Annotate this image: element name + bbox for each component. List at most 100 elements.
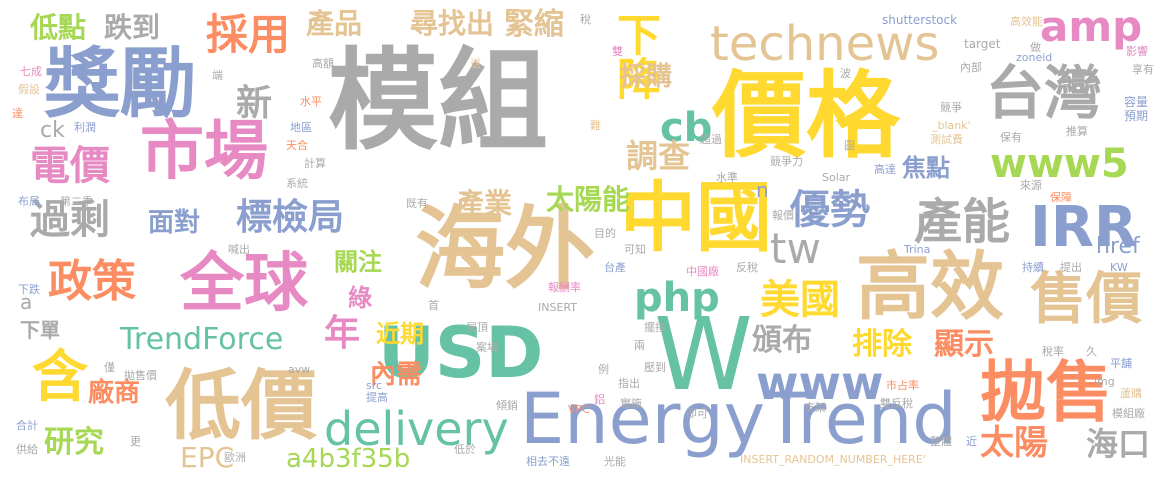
word: 獎勵 xyxy=(44,39,196,128)
word: 研究 xyxy=(44,425,104,460)
word: 焦點 xyxy=(902,154,950,182)
word: 拋售價 xyxy=(124,369,157,382)
word: 波 xyxy=(840,67,851,80)
word: _blank' xyxy=(932,119,971,132)
word: 緊縮 xyxy=(504,7,564,42)
word: 廠商 xyxy=(88,378,141,408)
word: 下單 xyxy=(20,318,60,342)
word: 全球 xyxy=(180,247,308,321)
word: Trina xyxy=(904,243,931,256)
word: EnergyTrend xyxy=(520,378,957,460)
word: 海外 xyxy=(415,197,595,302)
word: 稅率 xyxy=(1042,345,1064,358)
word: 容量 xyxy=(1124,95,1149,109)
word: 相去不遠 xyxy=(526,455,570,468)
word: 推算 xyxy=(1066,125,1088,138)
word: a4b3f35b xyxy=(286,444,411,474)
word: img xyxy=(1094,375,1115,388)
word: a xyxy=(20,290,33,314)
word: 整體 xyxy=(930,435,952,448)
word: 內部 xyxy=(960,61,982,74)
word: 屋頂 xyxy=(466,321,488,334)
word: 持續 xyxy=(1022,261,1044,274)
word: 水準 xyxy=(716,171,738,184)
word: technews xyxy=(710,16,940,72)
word: 標檢局 xyxy=(236,197,345,238)
word: 光能 xyxy=(604,455,626,468)
word: 即可 xyxy=(686,407,708,420)
word: 傾銷 xyxy=(496,399,518,412)
word: 競爭力 xyxy=(770,155,803,168)
word: 高效 xyxy=(856,244,1004,330)
word: 產能 xyxy=(914,194,1011,250)
word: 影響 xyxy=(1126,45,1148,58)
word: 稅 xyxy=(580,13,591,26)
word: 壓到 xyxy=(644,361,666,374)
word: 支架 xyxy=(804,401,826,414)
word: 歐洲 xyxy=(224,451,246,464)
word: n xyxy=(756,178,769,202)
word: 報價 xyxy=(772,209,794,222)
word: 報酬率 xyxy=(548,281,581,294)
word: KW xyxy=(1110,261,1128,274)
word: 綠 xyxy=(348,284,372,312)
word: 保有 xyxy=(1000,131,1022,144)
word: 案場 xyxy=(476,341,498,354)
word: amp xyxy=(1040,2,1143,51)
word: 調查 xyxy=(626,137,691,175)
word: W xyxy=(654,296,753,413)
word: 預期 xyxy=(1124,109,1149,123)
word: 市場 xyxy=(140,115,268,189)
word: EPC xyxy=(180,441,235,474)
word: php xyxy=(634,275,720,321)
word: 圖 xyxy=(844,139,855,152)
word: 面對 xyxy=(148,208,201,238)
word: 採購 xyxy=(620,62,673,92)
word: 市占率 xyxy=(886,379,919,392)
word: 擺接 xyxy=(644,321,666,334)
word: 實施 xyxy=(620,397,642,410)
word: 含 xyxy=(32,345,88,410)
word: 端 xyxy=(212,69,223,82)
word: 新 xyxy=(236,83,273,124)
word: 高達 xyxy=(874,163,896,176)
word: 兩 xyxy=(634,339,645,352)
word: 鋁 xyxy=(594,393,605,406)
word: 可知 xyxy=(624,243,646,256)
word: 測試費 xyxy=(930,133,963,146)
word: 布局 xyxy=(18,195,40,208)
word: tw xyxy=(770,224,821,273)
word: 售價 xyxy=(1030,267,1142,332)
word: 低於 xyxy=(454,443,476,456)
word: avw xyxy=(288,363,311,376)
word: cb xyxy=(660,105,713,151)
word: 排除 xyxy=(852,327,912,362)
word: 久 xyxy=(1086,345,1097,358)
word: 雙反稅 xyxy=(880,397,913,410)
word: 地區 xyxy=(290,121,312,134)
word: 政策 xyxy=(48,256,136,307)
word: 低價 xyxy=(165,361,317,450)
word: 中國 xyxy=(620,173,772,262)
word: 高效能 xyxy=(1010,15,1043,28)
word: 送 xyxy=(470,57,481,70)
word: INSERT xyxy=(538,301,577,314)
word: 頒布 xyxy=(752,323,812,358)
word: 太陽 xyxy=(980,423,1048,463)
word: 目的 xyxy=(594,227,616,240)
word: 關注 xyxy=(334,248,382,276)
word: 模組 xyxy=(328,37,548,165)
word: 近期 xyxy=(376,320,424,348)
word: 內需 xyxy=(370,360,423,390)
word: INSERT_RANDOM_NUMBER_HERE' xyxy=(740,453,926,466)
word: 七成 xyxy=(20,65,42,78)
word: 近 xyxy=(966,435,977,448)
word: 做 xyxy=(1030,41,1041,54)
word: 尋找出 xyxy=(410,7,495,40)
word: 價格 xyxy=(712,62,901,171)
word: 採用 xyxy=(206,10,291,59)
word: 台灣 xyxy=(986,59,1103,127)
word: 合計 xyxy=(16,419,38,432)
word: www5 xyxy=(990,141,1129,187)
